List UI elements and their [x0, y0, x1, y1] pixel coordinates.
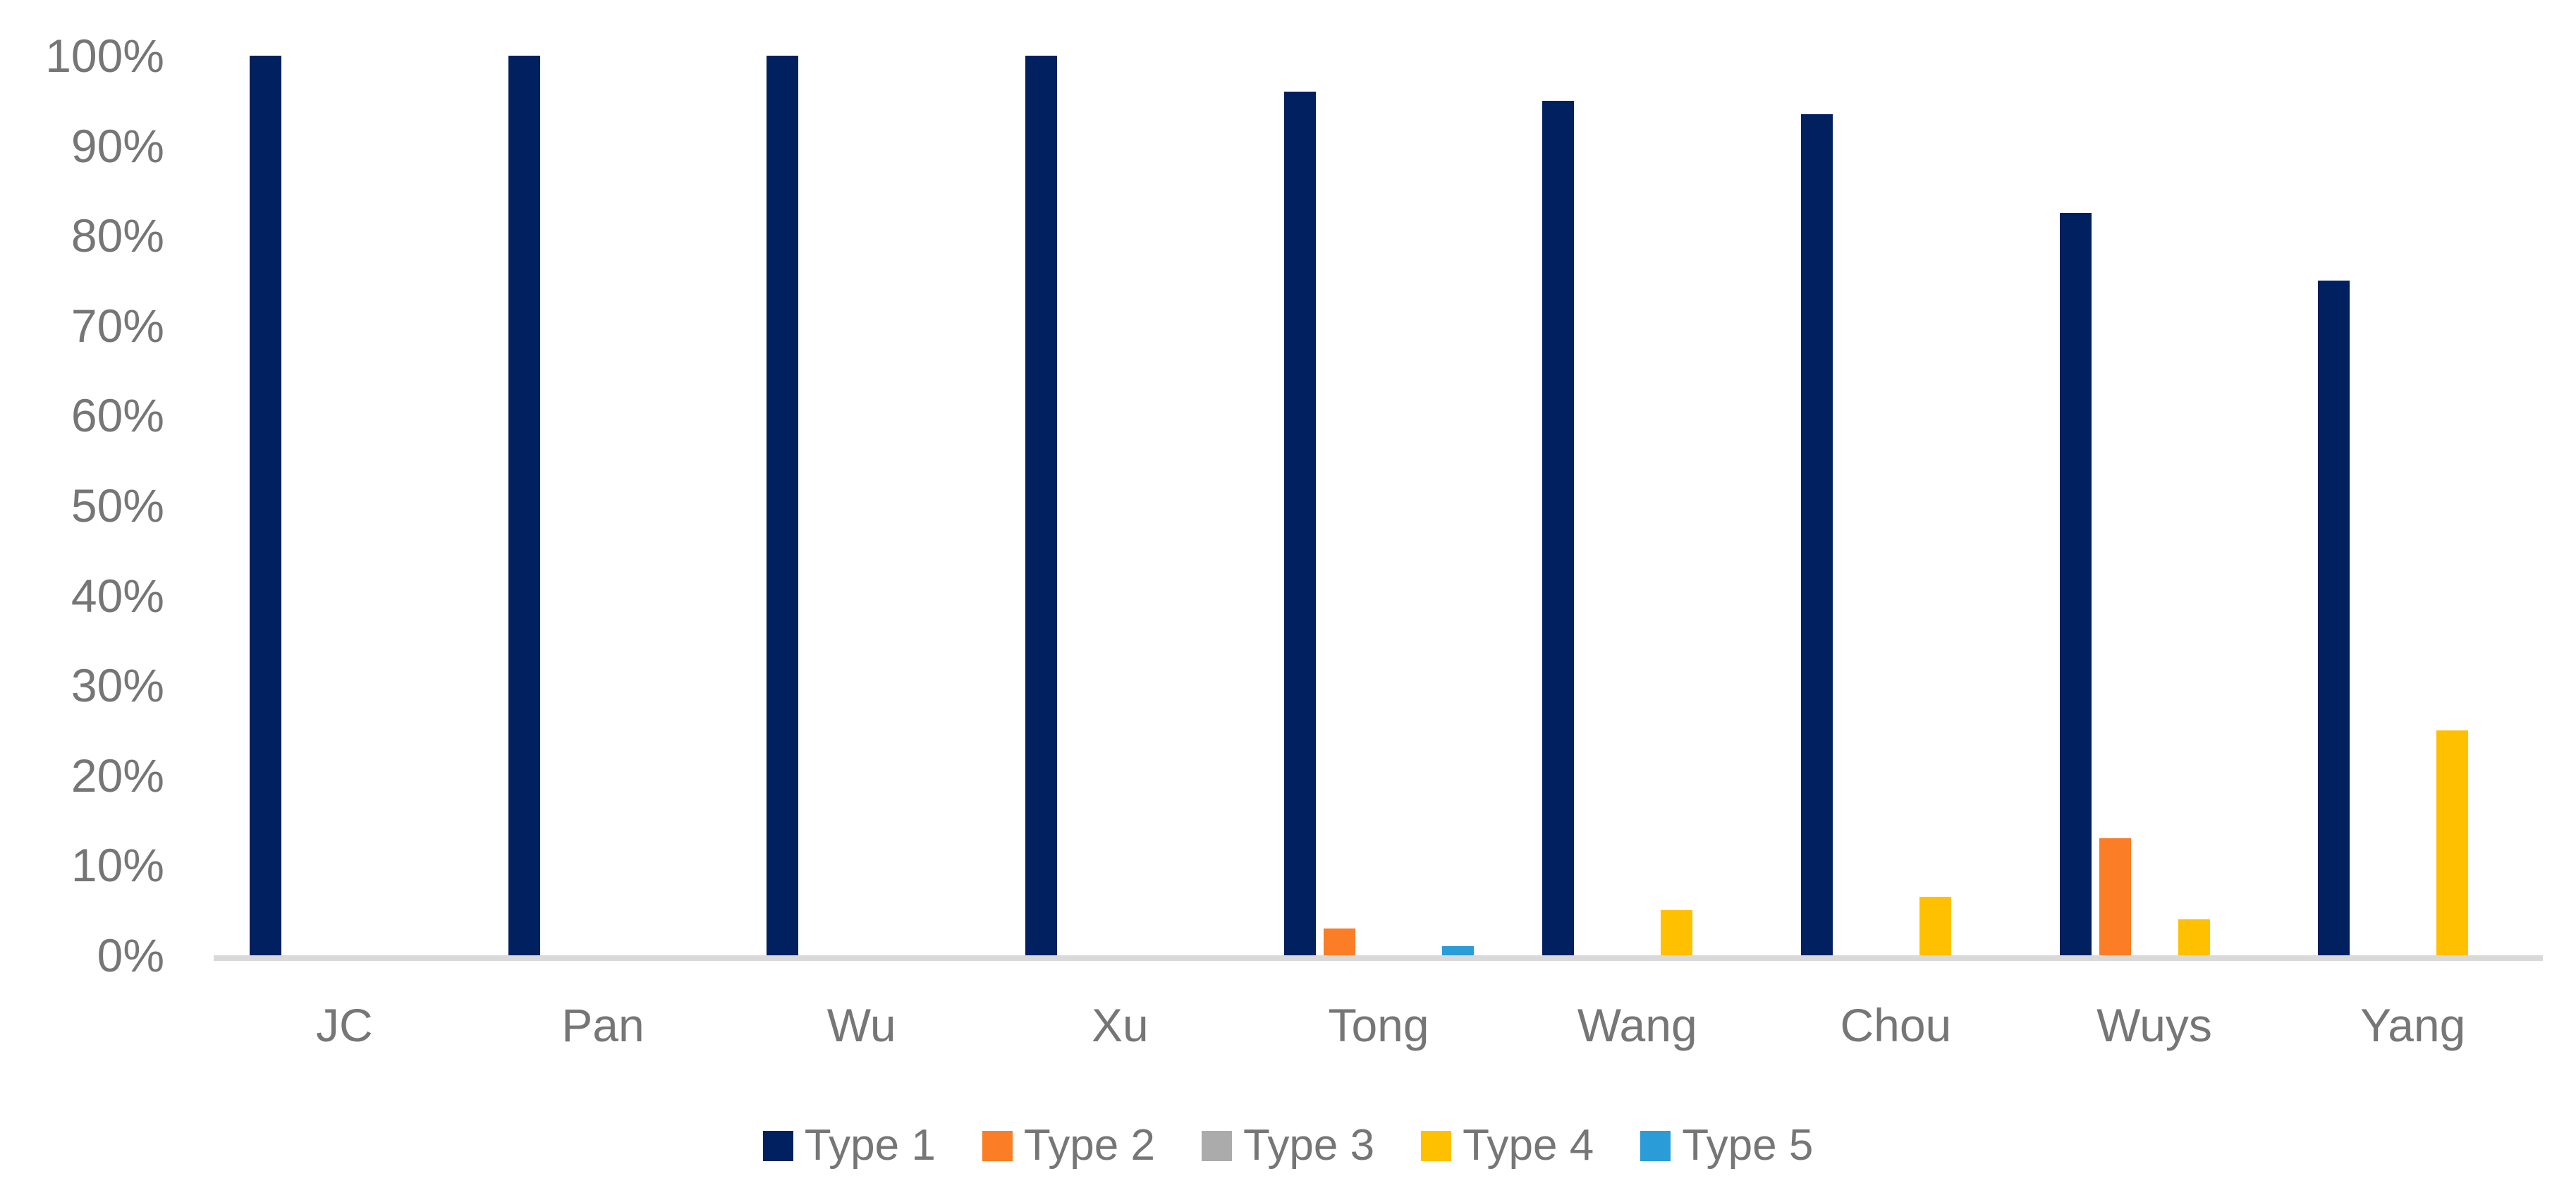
x-category-label-xu: Xu: [1091, 999, 1149, 1051]
y-axis-tick-label: 40%: [71, 569, 164, 622]
bar-type-1-wuys: [2059, 213, 2092, 955]
bar-type-4-yang: [2436, 730, 2469, 955]
x-category-label-yang: Yang: [2360, 999, 2466, 1051]
bar-type-2-tong: [1323, 928, 1355, 955]
x-category-label-jc: JC: [316, 999, 373, 1051]
category-group-pan: [474, 56, 733, 955]
bar-type-5-tong: [1441, 946, 1474, 955]
y-axis-tick-label: 0%: [97, 929, 164, 981]
x-category-label-wu: Wu: [826, 999, 896, 1051]
legend-label-type-5: Type 5: [1682, 1121, 1814, 1170]
bar-type-4-wuys: [2178, 919, 2210, 955]
category-group-wuys: [2025, 56, 2284, 955]
category-group-tong: [1250, 56, 1508, 955]
x-category-label-wang: Wang: [1577, 999, 1697, 1051]
legend-swatch-type-2: [982, 1130, 1013, 1161]
y-axis-tick-label: 50%: [71, 479, 164, 532]
y-axis-tick-label: 100%: [45, 30, 164, 82]
legend-item-type-5: Type 5: [1640, 1124, 1813, 1168]
legend-item-type-1: Type 1: [762, 1121, 936, 1170]
category-group-chou: [1766, 56, 2025, 955]
bar-type-4-wang: [1661, 910, 1693, 955]
x-category-label-pan: Pan: [561, 999, 645, 1051]
bar-type-1-yang: [2318, 281, 2350, 955]
bar-type-1-wang: [1542, 100, 1575, 955]
bar-type-2-wuys: [2099, 838, 2131, 955]
legend-swatch-type-5: [1640, 1130, 1671, 1161]
category-group-wang: [1508, 56, 1766, 955]
legend-label-type-2: Type 2: [1023, 1121, 1155, 1170]
legend-swatch-type-4: [1421, 1130, 1452, 1161]
y-axis-tick-label: 30%: [71, 659, 164, 712]
category-group-yang: [2283, 56, 2542, 955]
legend-item-type-4: Type 4: [1421, 1124, 1594, 1168]
x-axis-line: [214, 955, 2543, 961]
bar-type-1-jc: [249, 56, 281, 955]
category-group-xu: [991, 56, 1250, 955]
bar-type-1-pan: [508, 56, 540, 955]
bar-type-1-tong: [1283, 92, 1316, 955]
y-axis-tick-label: 60%: [71, 389, 164, 442]
category-group-jc: [215, 56, 474, 955]
y-axis-tick-label: 20%: [71, 749, 164, 802]
legend-swatch-type-3: [1201, 1130, 1232, 1161]
x-axis-category-labels: JC Pan Wu Xu Tong Wang Chou Wuys Yang: [215, 1002, 2542, 1048]
bar-type-1-wu: [767, 56, 799, 955]
y-axis-tick-labels: 0% 10% 20% 30% 40% 50% 60% 70% 80% 90% 100%: [0, 0, 164, 1195]
y-axis-tick-label: 90%: [71, 119, 164, 172]
plot-area: [215, 56, 2542, 955]
x-category-label-tong: Tong: [1328, 999, 1429, 1051]
legend-label-type-3: Type 3: [1243, 1121, 1375, 1170]
y-axis-tick-label: 10%: [71, 839, 164, 892]
bar-type-4-chou: [1919, 897, 1951, 955]
y-axis-tick-label: 80%: [71, 209, 164, 262]
legend-swatch-type-1: [762, 1130, 793, 1161]
bar-type-1-xu: [1025, 56, 1057, 955]
y-axis-tick-label: 70%: [71, 299, 164, 352]
legend: Type 1 Type 2 Type 3 Type 4 Type 5: [0, 1124, 2576, 1168]
category-group-wu: [732, 56, 991, 955]
x-category-label-wuys: Wuys: [2096, 999, 2212, 1051]
legend-label-type-1: Type 1: [804, 1121, 936, 1170]
legend-item-type-2: Type 2: [982, 1124, 1155, 1168]
bar-type-1-chou: [1800, 114, 1833, 955]
legend-label-type-4: Type 4: [1463, 1121, 1594, 1170]
x-category-label-chou: Chou: [1840, 999, 1952, 1051]
legend-item-type-3: Type 3: [1201, 1121, 1375, 1170]
